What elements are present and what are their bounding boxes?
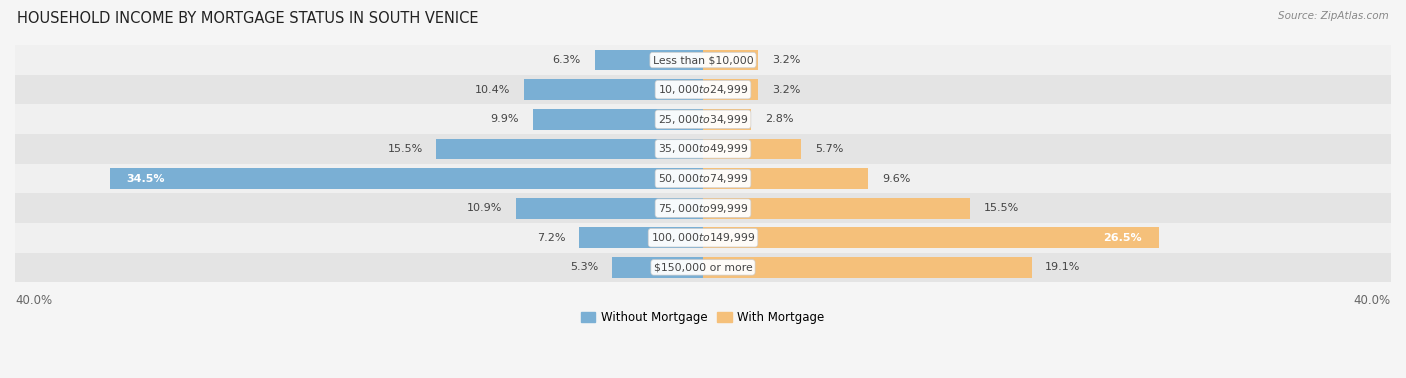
Text: 3.2%: 3.2% <box>772 85 800 94</box>
Text: 9.6%: 9.6% <box>882 174 910 184</box>
Bar <box>15 75 1391 104</box>
Bar <box>15 164 1391 193</box>
Bar <box>703 168 868 189</box>
Text: 10.9%: 10.9% <box>467 203 502 213</box>
Text: $50,000 to $74,999: $50,000 to $74,999 <box>658 172 748 185</box>
Bar <box>524 79 703 100</box>
Bar <box>703 257 1032 278</box>
Text: 6.3%: 6.3% <box>553 55 581 65</box>
Text: 40.0%: 40.0% <box>1354 294 1391 307</box>
Text: 15.5%: 15.5% <box>388 144 423 154</box>
Text: $25,000 to $34,999: $25,000 to $34,999 <box>658 113 748 126</box>
Text: 15.5%: 15.5% <box>983 203 1018 213</box>
Text: Less than $10,000: Less than $10,000 <box>652 55 754 65</box>
Bar <box>110 168 703 189</box>
Text: 26.5%: 26.5% <box>1102 233 1142 243</box>
Text: 10.4%: 10.4% <box>475 85 510 94</box>
Text: HOUSEHOLD INCOME BY MORTGAGE STATUS IN SOUTH VENICE: HOUSEHOLD INCOME BY MORTGAGE STATUS IN S… <box>17 11 478 26</box>
Bar <box>703 139 801 159</box>
Bar <box>15 253 1391 282</box>
Bar <box>533 109 703 130</box>
Text: $100,000 to $149,999: $100,000 to $149,999 <box>651 231 755 244</box>
Legend: Without Mortgage, With Mortgage: Without Mortgage, With Mortgage <box>576 306 830 328</box>
Bar <box>436 139 703 159</box>
Text: 2.8%: 2.8% <box>765 114 793 124</box>
Bar <box>703 79 758 100</box>
Bar <box>595 50 703 70</box>
Bar <box>15 45 1391 75</box>
Text: $75,000 to $99,999: $75,000 to $99,999 <box>658 201 748 215</box>
Text: 5.3%: 5.3% <box>569 262 598 273</box>
Text: 34.5%: 34.5% <box>127 174 166 184</box>
Bar <box>612 257 703 278</box>
Bar <box>15 193 1391 223</box>
Bar <box>15 104 1391 134</box>
Bar <box>703 198 970 218</box>
Bar <box>579 228 703 248</box>
Bar <box>703 50 758 70</box>
Text: $35,000 to $49,999: $35,000 to $49,999 <box>658 143 748 155</box>
Text: $150,000 or more: $150,000 or more <box>654 262 752 273</box>
Bar <box>516 198 703 218</box>
Text: Source: ZipAtlas.com: Source: ZipAtlas.com <box>1278 11 1389 21</box>
Text: 5.7%: 5.7% <box>815 144 844 154</box>
Bar <box>703 228 1159 248</box>
Text: 40.0%: 40.0% <box>15 294 52 307</box>
Bar <box>15 223 1391 253</box>
Text: 3.2%: 3.2% <box>772 55 800 65</box>
Text: $10,000 to $24,999: $10,000 to $24,999 <box>658 83 748 96</box>
Text: 19.1%: 19.1% <box>1045 262 1081 273</box>
Bar <box>703 109 751 130</box>
Text: 9.9%: 9.9% <box>491 114 519 124</box>
Text: 7.2%: 7.2% <box>537 233 565 243</box>
Bar <box>15 134 1391 164</box>
